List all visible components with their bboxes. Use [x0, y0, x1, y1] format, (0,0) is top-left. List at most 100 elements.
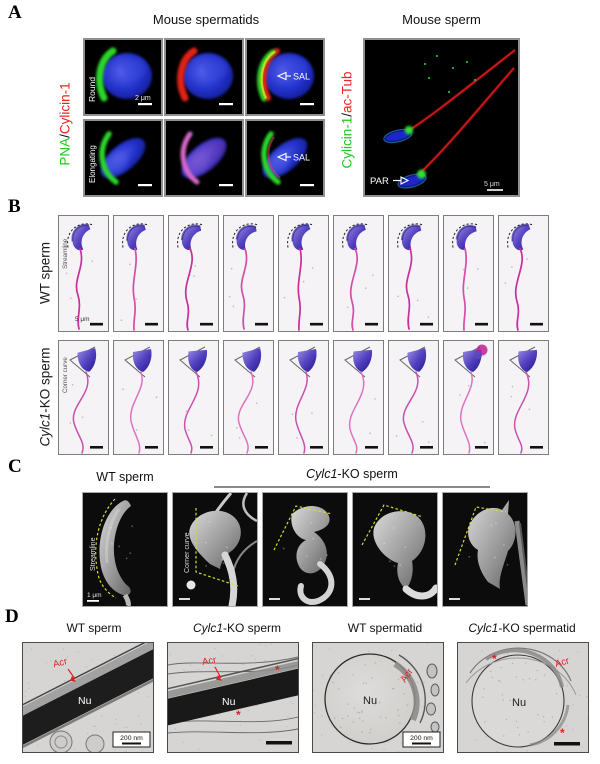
tem-drawing: [23, 643, 153, 752]
sperm-drawing: [179, 346, 208, 454]
ko-sperm-image: [333, 340, 384, 455]
cell-stage-label: Elongating: [88, 145, 97, 183]
ko-sperm-image: [113, 340, 164, 455]
scale-bar: [530, 446, 543, 449]
sperm-drawing: [397, 223, 425, 330]
streamline-dashed-outline: [232, 223, 260, 248]
scale-bar: [554, 742, 580, 746]
ko-group-underline: [214, 486, 490, 488]
wt-sem-image: Streamline 1 μm: [82, 492, 168, 607]
spermatid-image: SAL: [245, 119, 325, 197]
streamline-dashed-outline: [452, 223, 480, 248]
scale-bar: [269, 598, 280, 600]
tem-drawing: [168, 650, 298, 734]
spermatid-image: [164, 38, 244, 116]
scale-bar: [90, 322, 103, 326]
ko-sperm-image: [498, 340, 549, 455]
sperm-drawing: [289, 346, 317, 454]
sperm-drawing: [287, 223, 315, 331]
scale-bar: [365, 446, 378, 449]
sperm-drawing: [232, 223, 260, 330]
wt-sperm-tem-image: Acr Nu 200 nm: [22, 642, 154, 753]
wt-sperm-image: [113, 215, 164, 332]
sal-annotation: SAL: [276, 72, 310, 82]
scale-bar: [90, 446, 103, 449]
ko-sperm-image: [388, 340, 439, 455]
scale-bar: [255, 446, 268, 449]
stain-cylicin1-label-2: Cylicin-1: [339, 116, 355, 169]
scale-bar-box: 200 nm: [402, 731, 441, 748]
sperm-drawing: [344, 346, 373, 454]
streamline-dashed-outline: [287, 223, 315, 248]
wt-sperm-image: Streamline 5 μm: [58, 215, 109, 332]
acr-label: Acr: [554, 655, 571, 670]
par-annotation: PAR: [370, 176, 410, 187]
spermatid-image: SAL: [245, 38, 325, 116]
par-label: PAR: [370, 176, 389, 187]
scale-bar-text: 2 μm: [135, 95, 151, 102]
scale-bar: [420, 322, 433, 326]
spermatid-image: [164, 119, 244, 197]
wt-sperm-image: [443, 215, 494, 332]
panel-a-label: A: [8, 2, 22, 23]
scale-bar: [219, 103, 233, 106]
ko-sem-image: Corner curve: [172, 492, 258, 607]
sperm-head: [383, 125, 414, 144]
spermatid-drawing: [180, 131, 227, 185]
panel-d-title-ko-spermatid: Cylc1-KO spermatid: [468, 621, 576, 635]
streamline-dashed-outline: [177, 223, 205, 248]
scale-bar: [219, 184, 233, 187]
sal-annotation: SAL: [276, 153, 310, 163]
ko-sem-image: [262, 492, 348, 607]
scale-bar: [145, 322, 158, 326]
scale-bar-text: 200 nm: [410, 735, 433, 742]
scale-bar: [475, 446, 488, 449]
ko-spermatid-tem-image: Nu Acr * *: [457, 642, 589, 753]
scale-bar-text: 1 μm: [87, 592, 102, 599]
sperm-drawing: [69, 346, 97, 454]
scale-bar: [487, 189, 503, 191]
spermatid-drawing: [99, 131, 146, 185]
sem-sperm-head-drawing: [361, 504, 437, 600]
scale-bar: [87, 600, 99, 602]
sal-label: SAL: [293, 72, 310, 82]
wt-sperm-image: [498, 215, 549, 332]
inset-label: Streamline: [90, 537, 97, 571]
tem-drawing: [465, 647, 577, 748]
scale-bar: [300, 103, 314, 106]
acr-label: Acr: [201, 655, 217, 668]
panel-d-title-wt-spermatid: WT spermatid: [347, 621, 423, 635]
sem-sperm-head-drawing: [186, 493, 257, 606]
spermatid-image: Elongating: [83, 119, 163, 197]
nu-label: Nu: [363, 695, 377, 707]
sem-sperm-head-drawing: [454, 500, 527, 606]
wt-sperm-image: [168, 215, 219, 332]
scale-bar: [359, 598, 370, 600]
streamline-dashed-outline: [397, 223, 425, 248]
panel-c-wt-title: WT sperm: [96, 470, 154, 484]
scale-bar-text: 5 μm: [75, 316, 90, 323]
sem-sperm-head-drawing: [95, 498, 131, 606]
scale-bar: [420, 446, 433, 449]
scale-bar: [200, 322, 213, 326]
scale-bar: [200, 446, 213, 449]
tem-drawing: [324, 653, 440, 745]
nu-label: Nu: [222, 696, 236, 708]
ko-sem-image: [352, 492, 438, 607]
wt-sperm-image: [333, 215, 384, 332]
sal-label: SAL: [293, 153, 310, 163]
sperm-drawing: [124, 346, 152, 454]
sperm-drawing: [342, 223, 370, 331]
scale-bar: [300, 184, 314, 187]
ko-sperm-image: [278, 340, 329, 455]
scale-bar: [475, 322, 488, 326]
scale-bar-text: 5 μm: [484, 181, 500, 188]
inset-label: Streamline: [62, 238, 69, 269]
asterisk-marker: *: [492, 652, 497, 666]
sperm-drawing: [67, 223, 95, 330]
spermatid-drawing: [177, 47, 233, 102]
scale-bar: [179, 598, 190, 600]
scale-bar: [138, 103, 152, 106]
scale-bar-box: 200 nm: [112, 731, 151, 748]
